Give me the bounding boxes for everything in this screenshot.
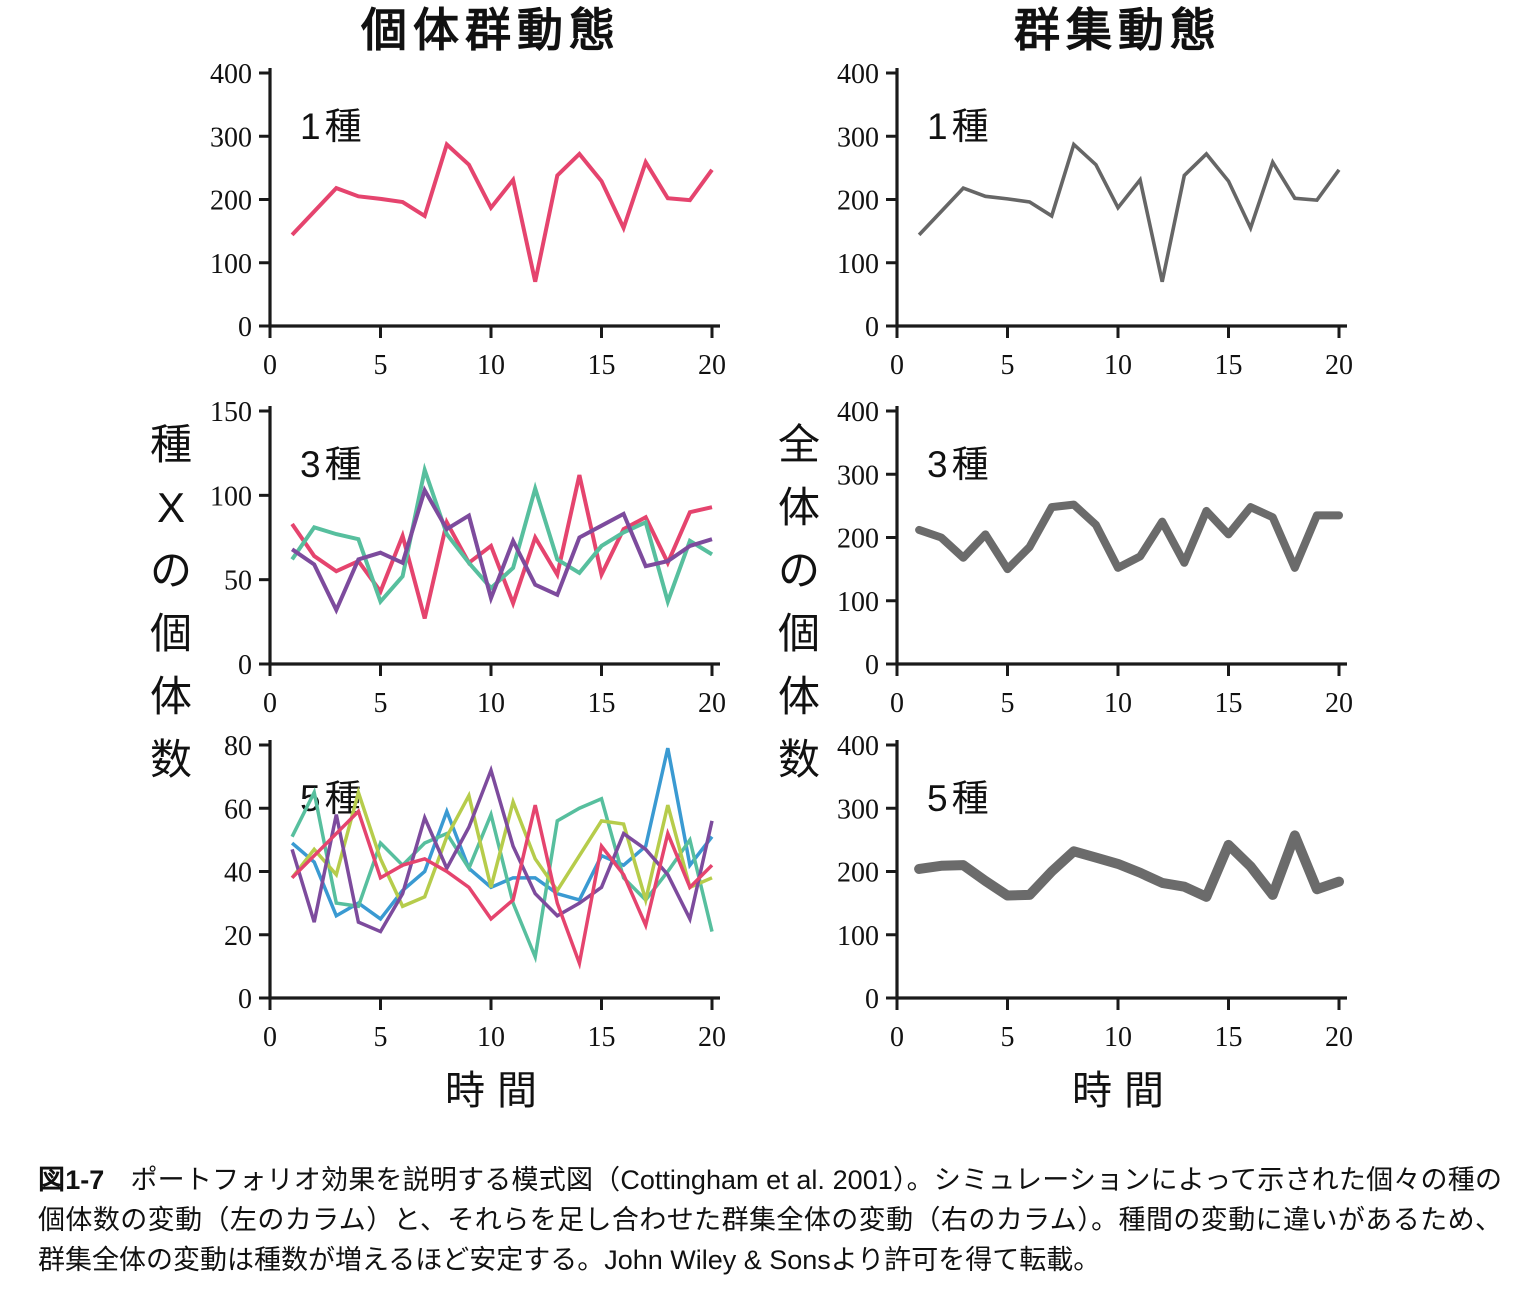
- svg-text:15: 15: [588, 688, 616, 719]
- svg-text:20: 20: [698, 688, 726, 719]
- figure-caption: 図1-7 ポートフォリオ効果を説明する模式図（Cottingham et al. …: [38, 1160, 1502, 1280]
- svg-text:5: 5: [374, 1022, 388, 1053]
- svg-text:200: 200: [210, 186, 252, 217]
- svg-text:0: 0: [263, 350, 277, 381]
- chart-population-3species: 0 50 100 150 0 5 10 15 20 3種: [210, 397, 726, 719]
- panel-label: 1種: [927, 106, 993, 147]
- svg-text:100: 100: [837, 921, 879, 952]
- svg-text:15: 15: [1215, 350, 1243, 381]
- chart-community-5species: 0 100 200 300 400 0 5 10 15 20 5種: [837, 731, 1353, 1053]
- chart-community-1species: 0 100 200 300 400 0 5 10 15 20 1種: [837, 59, 1353, 381]
- svg-text:15: 15: [1215, 688, 1243, 719]
- svg-text:150: 150: [210, 397, 252, 428]
- svg-text:0: 0: [263, 1022, 277, 1053]
- svg-text:5: 5: [374, 350, 388, 381]
- svg-text:10: 10: [1104, 350, 1132, 381]
- svg-text:400: 400: [210, 59, 252, 90]
- chart-population-1species: 0 100 200 300 400 0 5 10 15 20 1種: [210, 59, 726, 381]
- caption-text: ポートフォリオ効果を説明する模式図（Cottingham et al. 2001…: [38, 1165, 1502, 1275]
- svg-text:200: 200: [837, 186, 879, 217]
- svg-text:10: 10: [1104, 1022, 1132, 1053]
- svg-text:15: 15: [588, 1022, 616, 1053]
- svg-text:400: 400: [837, 397, 879, 428]
- svg-text:20: 20: [224, 921, 252, 952]
- svg-text:200: 200: [837, 524, 879, 555]
- svg-text:400: 400: [837, 59, 879, 90]
- svg-text:50: 50: [224, 566, 252, 597]
- panel-label: 1種: [300, 106, 366, 147]
- svg-text:100: 100: [210, 249, 252, 280]
- right-column-title: 群集動態: [1014, 4, 1222, 56]
- svg-text:0: 0: [238, 312, 252, 343]
- svg-text:40: 40: [224, 858, 252, 889]
- svg-text:0: 0: [865, 984, 879, 1015]
- svg-text:200: 200: [837, 858, 879, 889]
- panel-label: 3種: [927, 444, 993, 485]
- svg-text:0: 0: [890, 1022, 904, 1053]
- svg-text:400: 400: [837, 731, 879, 762]
- svg-text:15: 15: [588, 350, 616, 381]
- chart-community-3species: 0 100 200 300 400 0 5 10 15 20 3種: [837, 397, 1353, 719]
- svg-text:300: 300: [837, 460, 879, 491]
- svg-text:15: 15: [1215, 1022, 1243, 1053]
- svg-text:5: 5: [374, 688, 388, 719]
- panel-label: 3種: [300, 444, 366, 485]
- svg-text:300: 300: [837, 794, 879, 825]
- svg-text:100: 100: [210, 481, 252, 512]
- svg-text:100: 100: [837, 587, 879, 618]
- svg-text:0: 0: [890, 688, 904, 719]
- right-y-axis-label: 全体の個体数: [777, 421, 820, 783]
- svg-text:5: 5: [1001, 350, 1015, 381]
- svg-text:0: 0: [238, 984, 252, 1015]
- svg-text:300: 300: [837, 122, 879, 153]
- svg-text:0: 0: [263, 688, 277, 719]
- svg-text:20: 20: [698, 350, 726, 381]
- x-axis-label-right: 時間: [1072, 1069, 1176, 1113]
- svg-text:10: 10: [477, 688, 505, 719]
- left-column-title: 個体群動態: [361, 4, 621, 56]
- svg-text:10: 10: [477, 1022, 505, 1053]
- svg-text:80: 80: [224, 731, 252, 762]
- svg-text:20: 20: [1325, 350, 1353, 381]
- svg-text:20: 20: [1325, 688, 1353, 719]
- svg-text:0: 0: [238, 650, 252, 681]
- svg-text:0: 0: [865, 650, 879, 681]
- svg-text:100: 100: [837, 249, 879, 280]
- svg-text:5: 5: [1001, 688, 1015, 719]
- panel-label: 5種: [927, 778, 993, 819]
- caption-label: 図1-7: [38, 1165, 105, 1195]
- svg-text:5: 5: [1001, 1022, 1015, 1053]
- x-axis-label-left: 時間: [445, 1069, 549, 1113]
- svg-text:20: 20: [698, 1022, 726, 1053]
- svg-text:20: 20: [1325, 1022, 1353, 1053]
- svg-text:0: 0: [890, 350, 904, 381]
- svg-text:60: 60: [224, 794, 252, 825]
- svg-text:0: 0: [865, 312, 879, 343]
- svg-text:300: 300: [210, 122, 252, 153]
- svg-text:10: 10: [1104, 688, 1132, 719]
- svg-text:10: 10: [477, 350, 505, 381]
